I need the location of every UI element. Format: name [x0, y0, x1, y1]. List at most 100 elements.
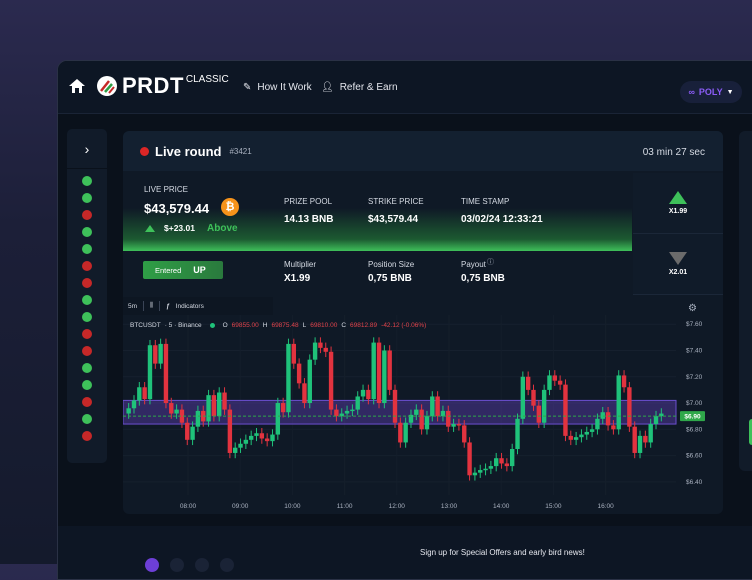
candle-body: [605, 412, 611, 426]
y-tick-label: $7.60: [686, 321, 703, 328]
history-dot-down: [82, 210, 92, 220]
position-size: 0,75 BNB: [368, 273, 412, 284]
settings-gear-icon[interactable]: ⚙: [688, 303, 697, 314]
chart-toolbar: 5m ⫼ ƒ Indicators: [123, 297, 273, 315]
candle-body: [158, 343, 163, 364]
candle-body: [643, 435, 648, 443]
candle-body: [504, 463, 510, 467]
user-icon: 👤︎: [321, 82, 334, 93]
nav-label: How It Work: [257, 82, 312, 93]
candlestick-chart[interactable]: $7.60 $7.40 $7.20 $7.00 $6.80 $6.60 $6.40 08:00…: [123, 315, 723, 514]
nav-how-it-works[interactable]: ✎ How It Work: [243, 82, 312, 93]
x-tick-label: 14:00: [493, 503, 510, 510]
next-bet-button[interactable]: [749, 419, 752, 445]
entered-up-badge: Entered UP: [143, 261, 223, 279]
bet-down-button[interactable]: X2.01: [633, 234, 723, 295]
candle-body: [323, 347, 328, 352]
candle-body: [153, 345, 158, 364]
candle-type-icon[interactable]: ⫼: [150, 302, 154, 309]
candle-body: [169, 403, 174, 414]
close-label: C: [341, 322, 347, 329]
card-header: Live round #3421 03 min 27 sec: [123, 131, 723, 171]
ohlc-open: 69855.00: [231, 322, 259, 329]
top-navbar: PRDT CLASSIC ✎ How It Work 👤︎ Refer & Ea…: [58, 61, 752, 114]
candle-body: [238, 443, 243, 448]
indicators-button[interactable]: Indicators: [175, 302, 204, 310]
candle-body: [190, 426, 195, 440]
payout: 0,75 BNB: [461, 273, 505, 284]
candle-body: [264, 438, 270, 442]
candle-body: [611, 425, 616, 430]
info-icon[interactable]: ⓘ: [487, 259, 494, 266]
candle-body: [568, 435, 573, 440]
page-dot[interactable]: [220, 558, 234, 572]
candle-body: [499, 458, 504, 464]
candle-body: [435, 396, 440, 417]
nav-label: Refer & Earn: [339, 82, 398, 93]
home-icon[interactable]: [68, 77, 86, 95]
price-change: $+23.01: [164, 223, 195, 233]
candle-body: [488, 466, 494, 469]
candle-body: [525, 376, 531, 390]
network-selector[interactable]: ∞ POLY ▼: [680, 81, 742, 103]
page-dot-active[interactable]: [145, 558, 159, 572]
candle-body: [584, 431, 589, 435]
candle-body: [147, 345, 153, 400]
network-label: POLY: [698, 87, 723, 97]
chevron-right-icon[interactable]: ›: [67, 129, 107, 169]
y-tick-label: $7.40: [686, 347, 703, 354]
indicators-icon[interactable]: ƒ: [166, 302, 170, 310]
page-dot[interactable]: [195, 558, 209, 572]
candle-body: [179, 409, 185, 423]
candle-body: [552, 375, 558, 381]
candle-body: [472, 472, 478, 476]
candle-body: [632, 426, 637, 453]
candle-body: [126, 408, 131, 414]
round-history-sidebar: ›: [67, 129, 107, 463]
history-dot-up: [82, 193, 92, 203]
ohlc-low: 69810.00: [310, 322, 338, 329]
bet-up-button[interactable]: X1.99: [633, 173, 723, 234]
app-window: PRDT CLASSIC ✎ How It Work 👤︎ Refer & Ea…: [57, 60, 752, 580]
history-dot-down: [82, 346, 92, 356]
history-dot-down: [82, 261, 92, 271]
candle-body: [296, 363, 302, 384]
candle-body: [509, 449, 515, 467]
symbol-interval: · 5 · Binance: [164, 322, 202, 329]
candle-body: [494, 458, 499, 467]
candle-body: [286, 343, 291, 413]
candle-body: [307, 359, 312, 404]
down-multiplier: X2.01: [668, 269, 688, 276]
position-size-label: Position Size: [368, 260, 415, 269]
candle-body: [270, 434, 275, 442]
candle-body: [520, 376, 526, 419]
round-number: #3421: [229, 146, 252, 156]
candle-body: [232, 447, 238, 453]
up-multiplier: X1.99: [668, 208, 688, 215]
nav-refer-earn[interactable]: 👤︎ Refer & Earn: [321, 82, 398, 93]
candle-body: [211, 395, 217, 417]
candle-body: [344, 410, 350, 414]
pen-icon: ✎: [243, 82, 252, 93]
candle-body: [280, 403, 286, 413]
y-tick-label: $6.60: [686, 453, 703, 460]
strike-price: $43,579.44: [368, 214, 419, 225]
candle-body: [414, 409, 419, 415]
chart-legend: BTCUSDT · 5 · Binance O 69855.00 H 69875.4…: [130, 322, 426, 329]
x-tick-label: 08:00: [180, 503, 197, 510]
logo[interactable]: PRDT CLASSIC: [97, 74, 229, 98]
candle-body: [137, 387, 142, 401]
candle-body: [579, 434, 584, 438]
page-dot[interactable]: [170, 558, 184, 572]
interval-button[interactable]: 5m: [128, 302, 138, 310]
history-dot-up: [82, 176, 92, 186]
history-dot-up: [82, 244, 92, 254]
brand-subtitle: CLASSIC: [185, 74, 229, 85]
bet-buttons: X1.99 X2.01: [633, 173, 723, 295]
x-tick-label: 12:00: [389, 503, 406, 510]
footer: Sign up for Special Offers and early bir…: [58, 526, 752, 579]
low-label: L: [302, 322, 307, 329]
candle-body: [227, 409, 233, 453]
candle-body: [222, 392, 227, 410]
open-label: O: [222, 322, 228, 329]
